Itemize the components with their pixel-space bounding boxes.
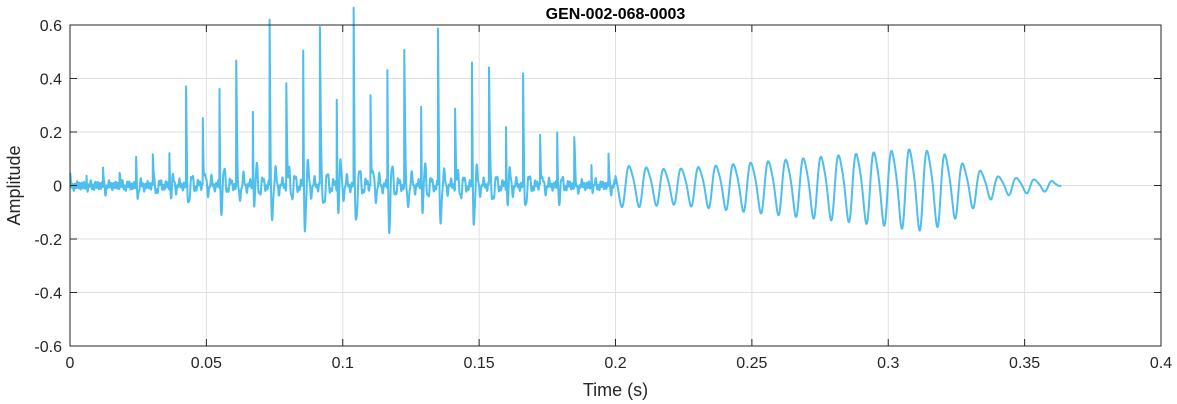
x-axis-label: Time (s) [583, 380, 648, 400]
waveform-line [69, 6, 1063, 235]
x-tick-label: 0.15 [464, 355, 495, 372]
y-tick-label: -0.6 [34, 339, 62, 356]
x-tick-label: 0.3 [877, 355, 899, 372]
x-tick-label: 0.25 [736, 355, 767, 372]
y-tick-label: 0 [53, 179, 62, 196]
x-tick-label: 0.35 [1009, 355, 1040, 372]
x-tick-label: 0 [66, 355, 75, 372]
series-layer [69, 6, 1063, 235]
chart-title: GEN-002-068-0003 [546, 6, 686, 23]
y-tick-label: 0.6 [40, 18, 62, 35]
ticks: 0 0.05 0.1 0.15 0.2 0.25 0.3 0.35 0.4 -0.6 -0.4 -0.… [34, 18, 1172, 372]
y-tick-label: 0.2 [40, 125, 62, 142]
y-axis-label: Amplitude [4, 145, 24, 225]
x-tick-label: 0.2 [604, 355, 626, 372]
x-tick-label: 0.4 [1150, 355, 1172, 372]
x-tick-label: 0.05 [191, 355, 222, 372]
y-tick-label: -0.2 [34, 232, 62, 249]
y-tick-label: -0.4 [34, 286, 62, 303]
y-tick-label: 0.4 [40, 72, 62, 89]
x-tick-label: 0.1 [332, 355, 354, 372]
